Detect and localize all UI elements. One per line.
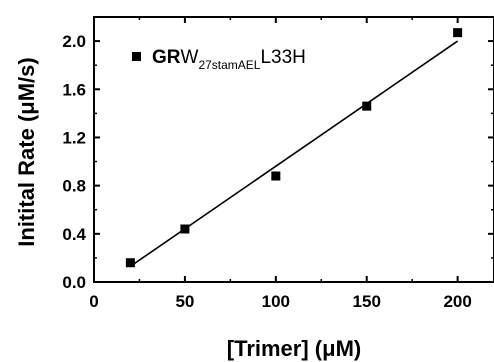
data-points	[125, 28, 463, 268]
legend-label-bold: GR	[152, 47, 181, 68]
legend-marker	[132, 52, 141, 61]
plot-frame	[93, 16, 494, 283]
y-axis-title: Initital Rate (μM/s)	[14, 57, 39, 246]
y-tick-label: 0.0	[62, 273, 86, 292]
fit-line-group	[129, 40, 459, 267]
data-point	[271, 171, 281, 181]
y-tick-label: 2.0	[62, 32, 86, 51]
y-tick-label: 1.6	[62, 80, 86, 99]
fit-line	[129, 40, 459, 267]
legend-label: GRW27stamAELL33H	[152, 47, 306, 72]
x-tick-label: 200	[443, 292, 471, 311]
data-point	[362, 101, 372, 111]
y-tick-label: 1.2	[62, 128, 86, 147]
data-point	[180, 224, 190, 234]
x-tick-label: 50	[175, 292, 194, 311]
data-point	[453, 28, 463, 38]
x-tick-label: 0	[89, 292, 98, 311]
legend-label-tail: L33H	[260, 47, 305, 68]
x-tick-label: 150	[353, 292, 381, 311]
data-point	[125, 258, 135, 268]
axis-ticks: 0 50 100 150 200 0.0 0.4 0.8 1.2 1.6 2.0	[62, 16, 494, 311]
y-tick-label: 0.4	[62, 225, 86, 244]
legend-label-main: W	[181, 47, 199, 68]
x-tick-label: 100	[262, 292, 290, 311]
plot-border	[93, 16, 494, 283]
legend: GRW27stamAELL33H	[132, 47, 306, 72]
y-tick-label: 0.8	[62, 177, 86, 196]
legend-label-sub: 27stamAEL	[198, 58, 260, 72]
x-axis-title: [Trimer] (μM)	[227, 336, 361, 361]
